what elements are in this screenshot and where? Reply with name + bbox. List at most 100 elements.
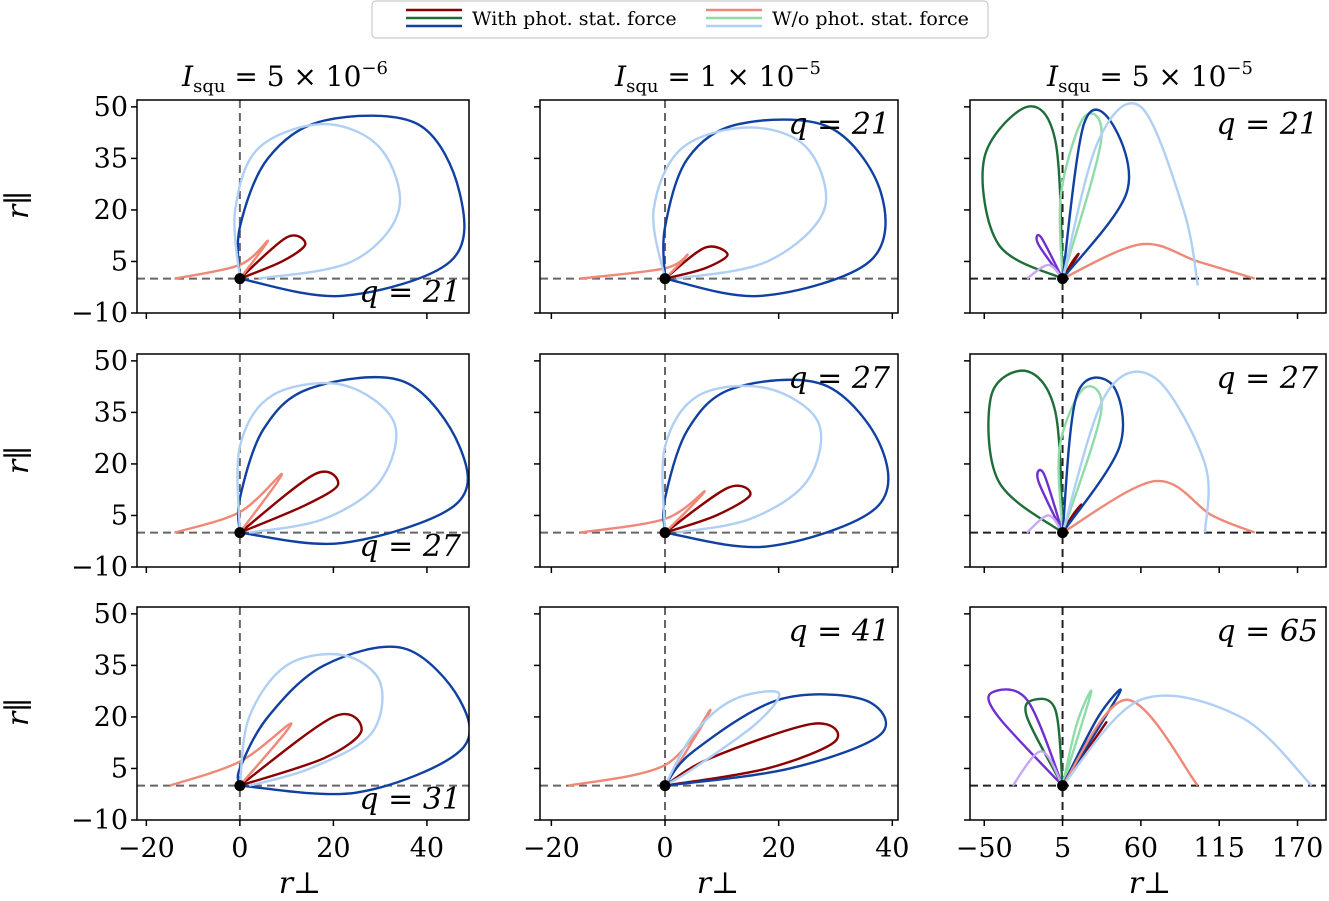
legend-swatches	[406, 8, 762, 28]
panel-r1c2: q = 21	[534, 99, 899, 319]
panel-r2c1: 50 35 20 5 −10 q = 27	[71, 346, 470, 583]
series-line	[1035, 233, 1064, 280]
series-line	[664, 693, 888, 787]
q-label: q = 21	[1216, 107, 1318, 142]
series-line	[1057, 385, 1103, 534]
x-tick-label: 40	[410, 833, 444, 864]
x-tick-label: 170	[1272, 833, 1324, 864]
q-label: q = 21	[788, 107, 890, 142]
q-label: q = 41	[788, 614, 890, 649]
origin-marker	[1057, 780, 1069, 792]
series-line	[1062, 242, 1256, 280]
series-line	[568, 708, 712, 787]
y-tick-label: −10	[71, 805, 128, 836]
y-tick-label: 50	[94, 92, 128, 123]
series-line	[236, 645, 469, 796]
panel-r2c3: q = 27	[964, 353, 1327, 573]
x-tick-label: 20	[761, 833, 795, 864]
q-label: q = 27	[788, 361, 891, 396]
origin-marker	[234, 527, 246, 539]
series-line	[987, 369, 1064, 534]
legend: With phot. stat. force W/o phot. stat. f…	[371, 0, 989, 39]
y-tick-label: 5	[111, 500, 128, 531]
series-line	[1061, 688, 1122, 787]
panel-r3c2: −20 0 20 40 q = 41	[523, 606, 909, 864]
series-line	[174, 473, 284, 534]
column-title-1: Isqu = 5 × 10−6	[181, 58, 388, 97]
y-tick-label: 5	[111, 753, 128, 784]
q-label: q = 65	[1216, 614, 1318, 649]
series-line	[236, 375, 469, 546]
x-tick-label: 0	[231, 833, 248, 864]
series-line	[169, 722, 293, 787]
axes-frame	[539, 353, 899, 568]
series-line	[1058, 112, 1103, 279]
series-line	[1061, 108, 1131, 280]
series-line	[236, 114, 466, 298]
series-line	[652, 126, 828, 280]
series-line	[236, 381, 398, 534]
axes-frame	[136, 99, 470, 314]
series-line	[579, 490, 706, 534]
x-tick-label: 5	[1054, 833, 1071, 864]
axes-frame	[969, 99, 1327, 314]
y-tick-label: 20	[94, 449, 128, 480]
column-title-3: Isqu = 5 × 10−5	[1046, 58, 1253, 97]
y-tick-label: 50	[94, 599, 128, 630]
xlabel-col-1: r⊥	[279, 866, 322, 901]
origin-marker	[234, 780, 246, 792]
origin-marker	[1057, 273, 1069, 285]
series-line	[1061, 370, 1210, 534]
xlabel-col-2: r⊥	[697, 866, 740, 901]
y-tick-label: 20	[94, 702, 128, 733]
series-line	[579, 253, 689, 280]
y-tick-label: −10	[71, 552, 128, 583]
series-line	[1061, 698, 1199, 787]
y-tick-label: 35	[94, 397, 128, 428]
panel-r3c3: −50 5 60 115 170 q = 65	[956, 606, 1327, 864]
y-tick-label: 35	[94, 650, 128, 681]
series-line	[1026, 514, 1064, 534]
q-label: q = 27	[359, 529, 462, 564]
series-line	[233, 122, 402, 280]
origin-marker	[659, 527, 671, 539]
series-line	[987, 688, 1064, 787]
axes-frame	[969, 353, 1327, 568]
xlabel-col-3: r⊥	[1129, 866, 1172, 901]
axes-frame	[539, 99, 899, 314]
series-line	[1036, 468, 1064, 534]
legend-label-with: With phot. stat. force	[472, 8, 677, 30]
y-tick-label: 5	[111, 246, 128, 277]
q-label: q = 27	[1216, 361, 1319, 396]
y-tick-label: 35	[94, 143, 128, 174]
legend-label-without: W/o phot. stat. force	[772, 8, 969, 30]
series-line	[661, 384, 823, 534]
series-line	[1024, 697, 1064, 787]
x-tick-label: −50	[956, 833, 1013, 864]
axes-frame	[539, 606, 899, 821]
series-line	[239, 234, 307, 280]
x-tick-label: 40	[875, 833, 909, 864]
x-tick-label: −20	[118, 833, 175, 864]
q-label: q = 31	[359, 782, 461, 817]
series-line	[663, 690, 781, 787]
series-line	[1061, 689, 1093, 786]
origin-marker	[1057, 527, 1069, 539]
x-tick-label: 60	[1124, 833, 1158, 864]
origin-marker	[659, 273, 671, 285]
y-tick-label: −10	[71, 298, 128, 329]
series-line	[664, 245, 729, 280]
legend-frame	[371, 0, 989, 39]
series-line	[664, 484, 752, 534]
series-line	[662, 378, 890, 549]
x-tick-label: −20	[523, 833, 580, 864]
x-tick-label: 0	[656, 833, 673, 864]
panel-r1c3: q = 21	[964, 99, 1327, 319]
series-line	[239, 470, 340, 534]
x-tick-label: 115	[1193, 833, 1245, 864]
q-label: q = 21	[359, 275, 461, 310]
column-title-2: Isqu = 1 × 10−5	[614, 58, 821, 97]
series-line	[981, 105, 1064, 280]
